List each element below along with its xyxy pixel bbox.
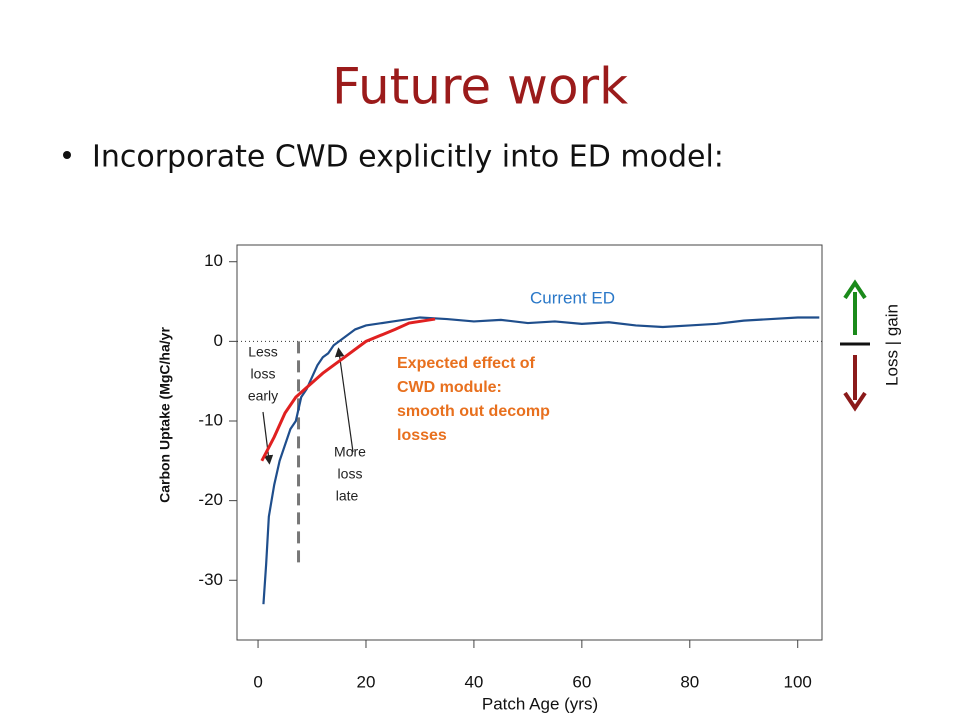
slide-title: Future work — [332, 58, 628, 116]
series-line — [262, 316, 820, 605]
y-axis-label: Carbon Uptake (MgC/ha/yr — [157, 327, 173, 503]
x-tick-label: 100 — [784, 672, 812, 691]
annotation-late: loss — [338, 466, 363, 482]
x-tick-label: 20 — [357, 672, 376, 691]
y-tick-label: 0 — [214, 331, 223, 350]
side-label: Loss | gain — [882, 304, 901, 386]
x-tick-label: 40 — [464, 672, 483, 691]
annotation-early: Less — [248, 344, 278, 360]
late-arrow — [334, 347, 354, 453]
annotation-late: More — [334, 444, 366, 460]
x-tick-label: 60 — [572, 672, 591, 691]
gain-arrow-head — [843, 279, 867, 300]
plot-frame — [236, 244, 823, 641]
bullet-dot — [63, 151, 71, 159]
annotation-early: loss — [251, 366, 276, 382]
x-axis-label: Patch Age (yrs) — [482, 694, 598, 713]
y-tick-label: -10 — [198, 410, 223, 429]
series-line — [260, 317, 436, 462]
y-tick-label: -30 — [198, 570, 223, 589]
series-label: Current ED — [530, 288, 615, 307]
x-tick-label: 0 — [253, 672, 262, 691]
annotation-early: early — [248, 388, 278, 404]
loss-arrow-head — [843, 391, 867, 412]
x-tick-label: 80 — [680, 672, 699, 691]
bullet-text: Incorporate CWD explicitly into ED model… — [92, 140, 724, 175]
annotation-expected: smooth out decomp — [397, 403, 550, 420]
y-tick-label: 10 — [204, 251, 223, 270]
annotation-expected: Expected effect of — [397, 355, 535, 372]
annotation-expected: losses — [397, 427, 447, 444]
annotation-late: late — [336, 488, 359, 504]
y-tick-label: -20 — [198, 490, 223, 509]
annotation-expected: CWD module: — [397, 379, 502, 396]
